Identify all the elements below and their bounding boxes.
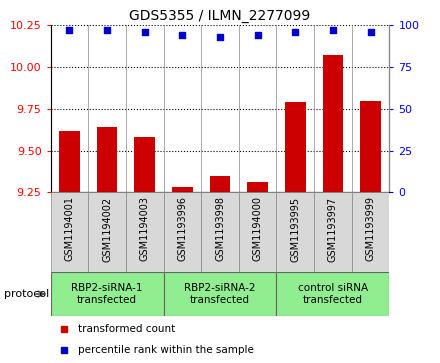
Bar (172, 187, 193, 192)
Bar (285, 102, 306, 192)
Point (292, 29, 299, 35)
Bar (352, 192, 389, 272)
Bar (239, 192, 276, 272)
Bar (201, 192, 239, 272)
Text: GSM1193998: GSM1193998 (215, 196, 225, 261)
Bar (323, 56, 343, 192)
Bar (314, 192, 352, 272)
Title: GDS5355 / ILMN_2277099: GDS5355 / ILMN_2277099 (129, 9, 311, 23)
Text: transformed count: transformed count (78, 324, 175, 334)
Text: GSM1194002: GSM1194002 (102, 196, 112, 261)
Point (179, 33, 186, 38)
Bar (164, 192, 201, 272)
Bar (360, 101, 381, 192)
Text: GSM1193995: GSM1193995 (290, 196, 300, 261)
Text: RBP2-siRNA-1
transfected: RBP2-siRNA-1 transfected (71, 283, 143, 305)
Text: percentile rank within the sample: percentile rank within the sample (78, 345, 253, 355)
Text: GSM1193999: GSM1193999 (366, 196, 376, 261)
Bar (276, 192, 314, 272)
Text: RBP2-siRNA-2
transfected: RBP2-siRNA-2 transfected (184, 283, 256, 305)
Bar (209, 176, 231, 192)
Text: control siRNA
transfected: control siRNA transfected (298, 283, 368, 305)
Text: GSM1194001: GSM1194001 (64, 196, 74, 261)
Bar (134, 137, 155, 192)
Bar (51, 192, 88, 272)
Bar (51, 272, 164, 316)
Bar (97, 127, 117, 192)
Bar (164, 272, 276, 316)
Point (330, 28, 337, 33)
Bar (88, 192, 126, 272)
Text: GSM1194003: GSM1194003 (140, 196, 150, 261)
Point (141, 29, 148, 35)
Text: GSM1193996: GSM1193996 (177, 196, 187, 261)
Point (367, 29, 374, 35)
Text: protocol: protocol (4, 289, 50, 299)
Point (216, 34, 224, 40)
Bar (59, 131, 80, 192)
Bar (276, 272, 389, 316)
Point (103, 28, 110, 33)
Point (254, 33, 261, 38)
Bar (247, 182, 268, 192)
Text: GSM1194000: GSM1194000 (253, 196, 263, 261)
Bar (126, 192, 164, 272)
Text: GSM1193997: GSM1193997 (328, 196, 338, 261)
Point (66, 28, 73, 33)
